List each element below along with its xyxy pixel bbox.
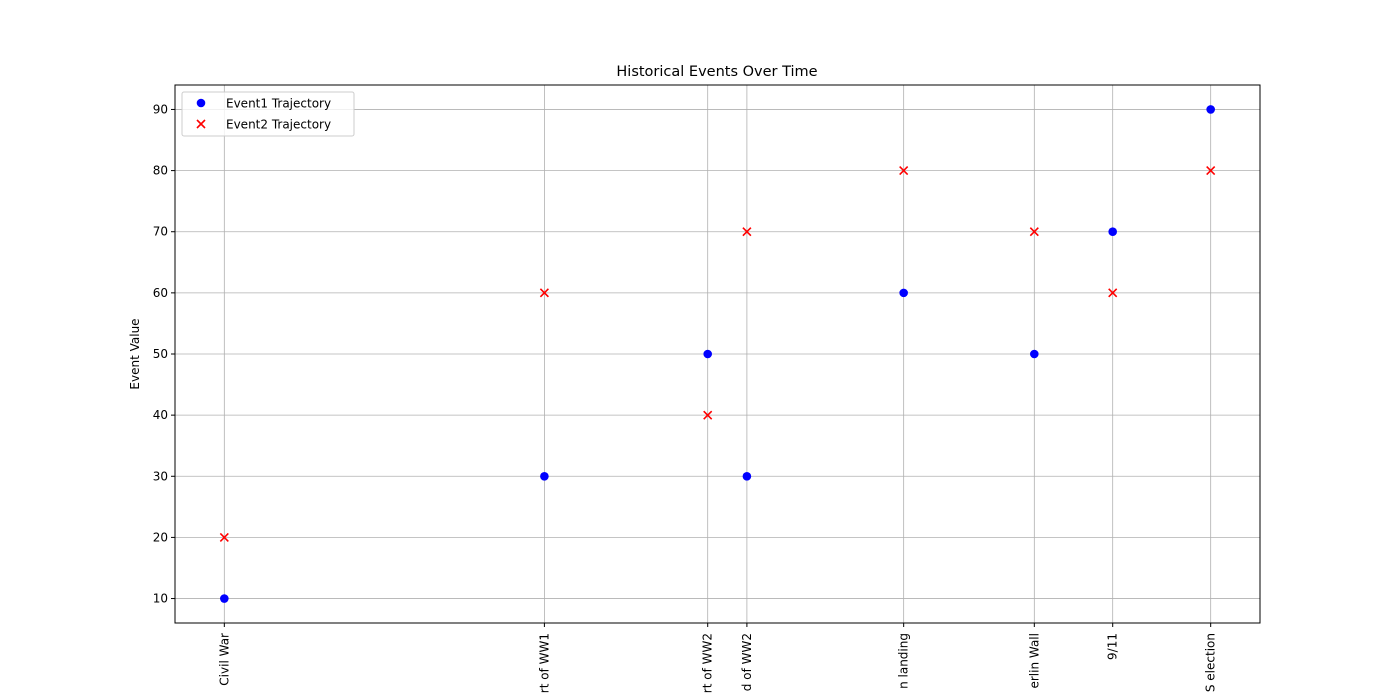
x-marker — [1108, 288, 1118, 298]
y-tick-label: 80 — [153, 164, 168, 178]
x-marker — [1029, 227, 1039, 237]
x-marker — [703, 410, 713, 420]
dot — [1108, 227, 1117, 237]
x-marker — [1206, 166, 1216, 176]
x-tick-label: rt of WW2 — [701, 633, 715, 693]
legend-marker — [196, 98, 206, 108]
legend-marker — [196, 119, 206, 129]
legend-label: Event2 Trajectory — [226, 118, 331, 132]
x-tick-label: erlin Wall — [1027, 633, 1041, 689]
y-tick-label: 50 — [153, 347, 168, 361]
y-tick-label: 40 — [153, 408, 168, 422]
y-tick-label: 20 — [153, 530, 168, 544]
x-marker — [219, 532, 229, 542]
x-tick-label: n landing — [897, 633, 911, 689]
dot — [220, 594, 229, 603]
y-tick-label: 70 — [153, 225, 168, 239]
y-tick-label: 10 — [153, 592, 168, 606]
x-tick-label: Civil War — [217, 633, 231, 686]
y-tick-label: 90 — [153, 102, 168, 116]
y-tick-label: 30 — [153, 469, 168, 483]
x-tick-label: d of WW2 — [740, 633, 754, 691]
dot — [1206, 105, 1215, 114]
dot — [899, 288, 908, 298]
x-tick-label: rt of WW1 — [537, 633, 551, 693]
legend-box — [181, 91, 355, 137]
dot — [540, 471, 549, 481]
dot — [742, 471, 752, 481]
y-axis-label: Event Value — [128, 318, 142, 389]
plot-frame — [174, 84, 1261, 624]
dot — [703, 349, 713, 359]
x-marker — [899, 166, 909, 176]
legend-label: Event1 Trajectory — [226, 97, 331, 111]
x-marker — [742, 227, 752, 237]
x-tick-label: S election — [1204, 633, 1218, 692]
dot — [1030, 349, 1039, 359]
x-marker — [539, 288, 549, 298]
y-tick-label: 60 — [153, 286, 168, 300]
chart-title: Historical Events Over Time — [616, 64, 817, 80]
x-tick-label: 9/11 — [1106, 633, 1120, 660]
